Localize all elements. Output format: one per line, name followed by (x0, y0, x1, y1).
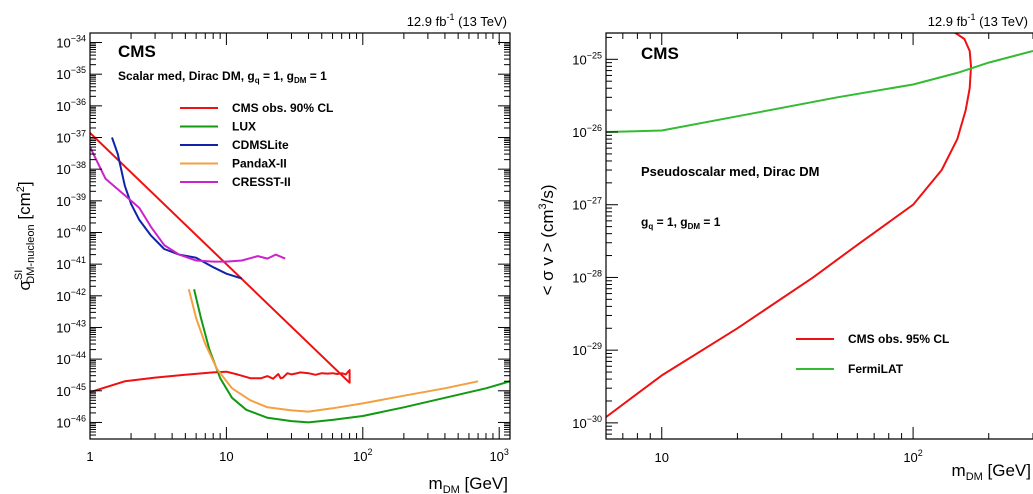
series-line-lux (193, 289, 510, 424)
series-line-pandax-ii (187, 289, 479, 413)
left-x-axis-label: mDM [GeV] (429, 474, 508, 494)
p0-y-tick-label: 10−36 (56, 97, 86, 114)
series-line-cms-obs-90-cl (90, 132, 351, 394)
right-annotation-model: Pseudoscalar med, Dirac DM (641, 164, 819, 179)
series-line-cms-obs-95-cl (606, 33, 972, 418)
p0-y-tick-label: 10−45 (56, 382, 86, 399)
p0-x-tick-label: 102 (353, 447, 372, 464)
right-plot-frame (605, 32, 1033, 440)
legend-label: PandaX-II (232, 157, 287, 171)
right-cms-label: CMS (641, 44, 679, 63)
legend-label: CMS obs. 95% CL (848, 332, 949, 346)
p0-y-tick-label: 10−42 (56, 287, 86, 304)
p1-y-tick-label: 10−26 (572, 123, 602, 140)
p0-y-tick-label: 10−46 (56, 413, 86, 430)
legend-label: CDMSLite (232, 138, 289, 152)
p0-y-tick-label: 10−41 (56, 255, 86, 272)
p0-y-tick-label: 10−40 (56, 223, 86, 240)
p0-y-tick-label: 10−34 (56, 34, 86, 51)
left-plot-frame (89, 32, 511, 440)
left-cms-label: CMS (118, 42, 156, 61)
series-line-fermilat (606, 50, 1033, 133)
left-y-axis-label: σSIDM-nucleon [cm2] (13, 181, 37, 290)
p1-y-tick-label: 10−27 (572, 196, 602, 213)
p0-y-tick-label: 10−39 (56, 192, 86, 209)
left-subtitle: Scalar med, Dirac DM, gq = 1, gDM = 1 (118, 69, 327, 85)
right-panel: 12.9 fb-1 (13 TeV) 10 102 10−25 10−26 10−27 1… (537, 12, 1033, 483)
left-series-group (90, 132, 510, 424)
series-line-cresst-ii (90, 146, 286, 263)
p1-y-tick-label: 10−28 (572, 268, 602, 285)
series-line-cdmslite (111, 137, 243, 280)
left-panel: 12.9 fb-1 (13 TeV) 1 10 102 103 10−34 10−35 10… (13, 12, 511, 494)
legend-label: CRESST-II (232, 175, 291, 189)
p0-x-tick-label: 1 (86, 449, 93, 464)
p1-y-tick-label: 10−30 (572, 414, 602, 431)
p0-x-tick-label: 10 (219, 449, 233, 464)
p0-y-tick-label: 10−37 (56, 129, 86, 146)
p0-y-tick-label: 10−38 (56, 160, 86, 177)
p0-y-tick-label: 10−44 (56, 350, 86, 367)
p0-x-tick-label: 103 (489, 447, 508, 464)
left-legend: CMS obs. 90% CL LUX CDMSLite PandaX-II CRESS… (180, 101, 333, 189)
right-legend: CMS obs. 95% CL FermiLAT (796, 332, 949, 376)
p1-x-tick-label: 10 (655, 450, 669, 465)
legend-label: CMS obs. 90% CL (232, 101, 333, 115)
legend-label: FermiLAT (848, 362, 904, 376)
right-y-axis-label: < σ v > (cm3/s) (537, 184, 557, 295)
p0-y-tick-label: 10−43 (56, 318, 86, 335)
p1-x-tick-label: 102 (903, 448, 922, 465)
p0-y-tick-label: 10−35 (56, 65, 86, 82)
p1-y-tick-label: 10−25 (572, 50, 602, 67)
right-lumi-label: 12.9 fb-1 (13 TeV) (928, 12, 1028, 29)
right-x-axis-label: mDM [GeV] (952, 461, 1031, 483)
left-lumi-label: 12.9 fb-1 (13 TeV) (407, 12, 507, 29)
legend-label: LUX (232, 120, 256, 134)
right-annotation-couplings: gq = 1, gDM = 1 (641, 215, 721, 231)
p1-y-tick-label: 10−29 (572, 341, 602, 358)
right-series-group (606, 33, 1033, 418)
